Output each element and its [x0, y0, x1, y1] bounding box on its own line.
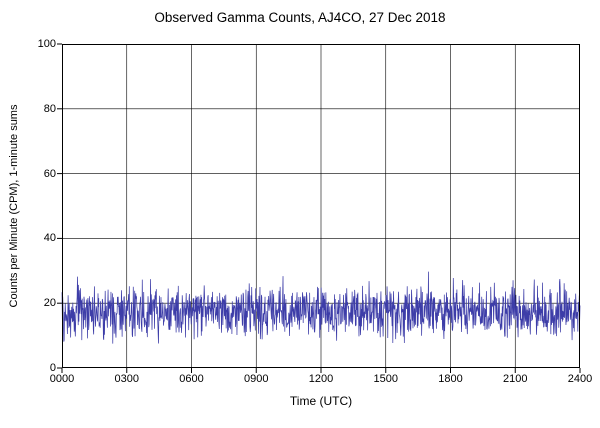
x-axis-label: Time (UTC): [289, 394, 353, 408]
y-tick-label: 0: [49, 362, 56, 374]
y-axis-label: Counts per Minute (CPM), 1-minute sums: [8, 104, 20, 308]
x-tick-label: 1200: [308, 373, 334, 385]
y-tick-label: 20: [43, 297, 56, 310]
y-tick-label: 60: [43, 167, 56, 180]
y-tick-label: 40: [43, 232, 56, 245]
chart-title: Observed Gamma Counts, AJ4CO, 27 Dec 201…: [154, 10, 446, 25]
x-tick-label: 0600: [179, 373, 204, 385]
x-tick-label: 1500: [373, 373, 398, 385]
plot-frame: [62, 44, 580, 368]
plot-area: [57, 43, 581, 373]
x-tick-label: 2400: [567, 373, 593, 385]
y-tick-label: 100: [37, 38, 56, 50]
data-trace: [61, 271, 581, 344]
x-tick-label: 0900: [244, 373, 269, 385]
x-tick-label: 1800: [438, 373, 463, 385]
plot-svg: [57, 43, 581, 373]
x-tick-label: 0300: [114, 373, 139, 385]
y-tick-label: 80: [43, 102, 56, 115]
x-tick-label: 0000: [49, 373, 75, 385]
x-tick-label: 2100: [503, 373, 528, 385]
